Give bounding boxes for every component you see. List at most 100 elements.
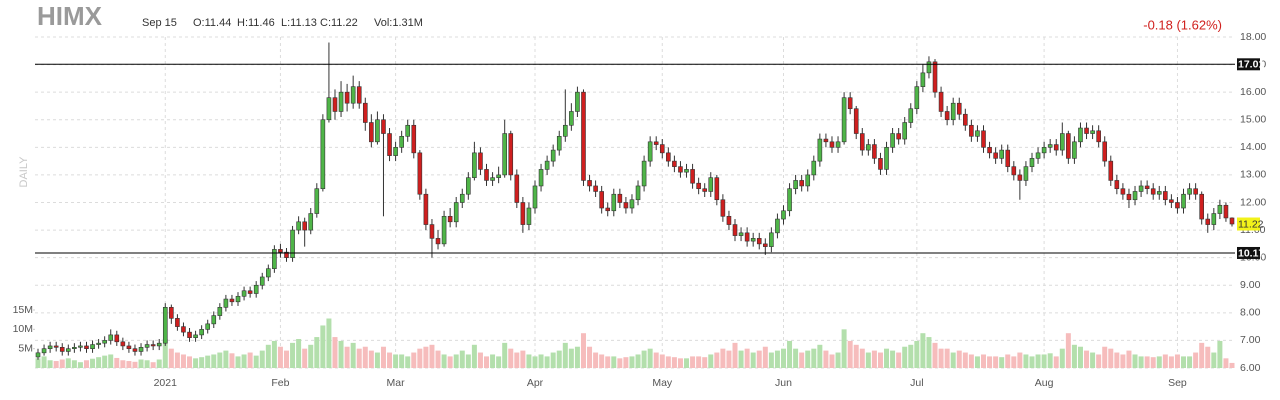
candle-body	[1132, 191, 1138, 201]
volume-bar	[859, 348, 865, 368]
volume-bar	[71, 360, 77, 368]
volume-bar	[750, 352, 756, 368]
candle-body	[866, 144, 871, 151]
volume-bar	[629, 356, 635, 368]
volume-bar	[1071, 344, 1077, 368]
candle-body	[696, 182, 701, 190]
volume-bar	[205, 355, 211, 368]
level-label: 17.01	[1238, 59, 1264, 71]
volume-bar	[235, 356, 241, 368]
candle-body	[193, 334, 198, 338]
candle-body	[732, 224, 738, 236]
volume-bar	[853, 344, 859, 368]
candle-body	[653, 141, 659, 145]
candle-body	[781, 210, 786, 220]
candle-body	[859, 133, 865, 151]
volume-bar	[702, 357, 708, 368]
volume-bar	[90, 358, 96, 368]
candle-body	[1205, 218, 1211, 225]
volume-bar	[532, 356, 538, 368]
candle-body	[702, 188, 708, 192]
volume-bar	[1017, 352, 1023, 368]
candle-body	[829, 141, 835, 148]
candle-body	[611, 193, 617, 212]
candle-body	[169, 307, 174, 319]
candle-body	[1163, 191, 1168, 201]
candle-body	[708, 177, 714, 192]
candle-body	[1217, 204, 1223, 214]
candle-body	[963, 113, 968, 126]
candle-body	[496, 174, 501, 178]
volume-bar	[926, 337, 932, 368]
volume-bar	[896, 352, 902, 368]
candle-body	[714, 177, 720, 201]
volume-bar	[962, 352, 968, 368]
candle-body	[769, 232, 774, 247]
volume-bar	[708, 354, 714, 368]
y-tick-label: 18.00	[1240, 31, 1266, 43]
volume-bar	[823, 350, 829, 368]
candle-body	[556, 136, 562, 151]
candle-body	[508, 133, 514, 176]
candle-body	[387, 133, 392, 156]
candle-body	[429, 224, 435, 239]
candle-body	[132, 348, 138, 352]
volume-bar	[217, 352, 223, 368]
volume-bar	[77, 362, 83, 368]
volume-bar	[890, 350, 896, 368]
candle-body	[726, 215, 732, 225]
volume-bar	[1041, 354, 1047, 368]
candle-body	[629, 199, 635, 209]
volume-bar	[247, 352, 253, 368]
candle-body	[435, 238, 441, 245]
candle-body	[605, 207, 611, 212]
candle-body	[890, 133, 895, 148]
volume-bar	[932, 342, 938, 368]
volume-bar	[320, 325, 326, 368]
candle-body	[1102, 141, 1108, 162]
y-tick-label: 9.00	[1240, 279, 1261, 291]
candle-body	[902, 122, 908, 140]
candle-body	[811, 160, 817, 176]
volume-bar	[587, 346, 593, 368]
volume-bar	[1168, 356, 1174, 368]
candle-body	[932, 61, 938, 93]
candle-body	[96, 342, 101, 345]
y-tick-label: 12.00	[1240, 196, 1266, 208]
volume-bar	[350, 342, 356, 368]
y-tick-label: 14.00	[1240, 141, 1266, 153]
candle-body	[490, 177, 495, 181]
candle-body	[672, 160, 677, 167]
candle-body	[332, 97, 338, 112]
volume-bar	[696, 356, 702, 368]
candle-body	[314, 188, 320, 214]
volume-bar	[120, 360, 126, 368]
candle-body	[393, 147, 398, 156]
volume-bar	[156, 359, 162, 368]
volume-bar	[1029, 356, 1035, 368]
candle-body	[599, 191, 604, 209]
volume-bar	[780, 348, 786, 368]
candle-body	[114, 334, 120, 343]
volume-bar	[150, 362, 156, 368]
volume-bar	[223, 350, 229, 368]
candle-body	[405, 124, 411, 137]
volume-bar	[756, 350, 762, 368]
candle-body	[575, 91, 580, 112]
candle-body	[1053, 144, 1059, 151]
volume-bar	[635, 354, 641, 368]
candle-body	[423, 193, 429, 225]
x-tick-label: Aug	[1035, 377, 1054, 389]
candle-body	[1175, 202, 1180, 209]
volume-bar	[53, 361, 59, 368]
candle-body	[641, 160, 647, 187]
candle-body	[775, 218, 780, 234]
volume-bar	[393, 354, 399, 368]
volume-bar	[283, 350, 289, 368]
volume-bar	[302, 348, 308, 368]
volume-bar	[1138, 356, 1144, 368]
volume-bar	[265, 344, 271, 368]
volume-bar	[732, 342, 738, 368]
volume-bar	[1156, 356, 1162, 368]
